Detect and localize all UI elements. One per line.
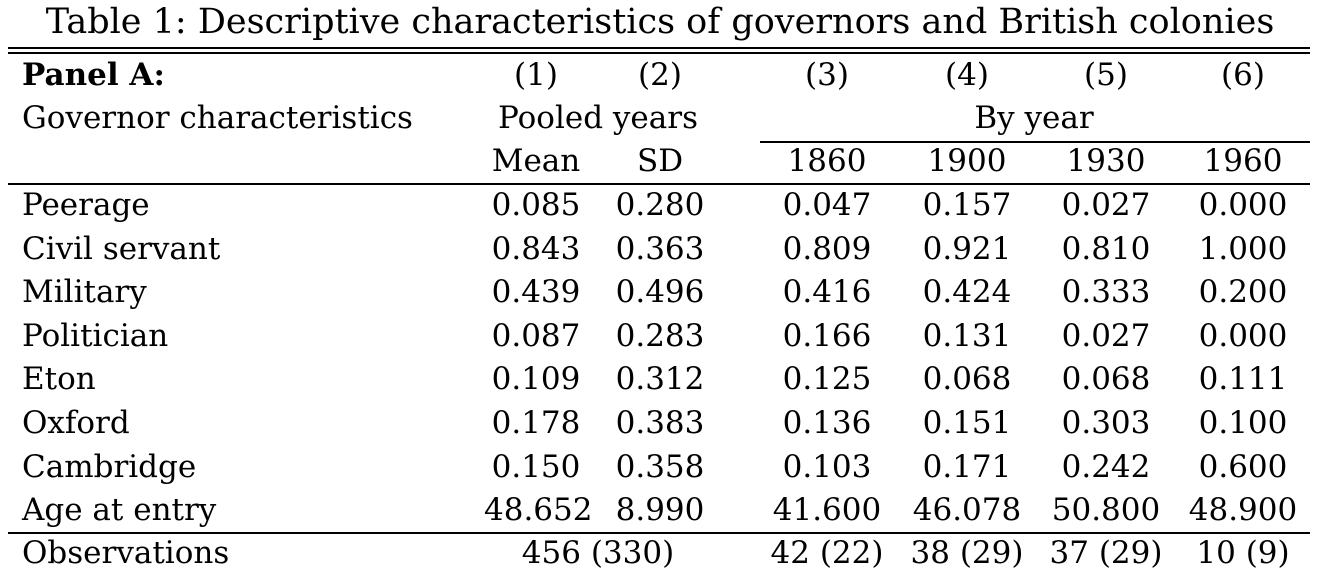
table-cell: 48.652 — [484, 492, 593, 528]
observations-label: Observations — [22, 535, 230, 571]
column-number-1: (1) — [514, 57, 558, 93]
table-cell: 0.416 — [782, 274, 872, 310]
table-cell: 0.178 — [491, 405, 581, 441]
top-rule-inner — [8, 52, 1310, 54]
table-cell: 0.000 — [1198, 318, 1288, 354]
table-cell: 0.283 — [615, 318, 705, 354]
table-caption: Table 1: Descriptive characteristics of … — [45, 2, 1275, 42]
column-number-3: (3) — [805, 57, 849, 93]
row-label-age-at-entry: Age at entry — [22, 492, 217, 528]
table-cell: 0.312 — [615, 361, 705, 397]
column-number-6: (6) — [1221, 57, 1265, 93]
table-cell: 0.047 — [782, 187, 872, 223]
observations-1930: 37 (29) — [1049, 535, 1163, 571]
table-cell: 0.125 — [782, 361, 872, 397]
sub-header-1860: 1860 — [787, 143, 867, 179]
table-cell: 0.921 — [922, 231, 1012, 267]
table-cell: 1.000 — [1198, 231, 1288, 267]
table-cell: 0.027 — [1061, 318, 1151, 354]
observations-1860: 42 (22) — [770, 535, 884, 571]
table-cell: 0.068 — [922, 361, 1012, 397]
table-cell: 0.200 — [1198, 274, 1288, 310]
table-cell: 0.157 — [922, 187, 1012, 223]
column-number-4: (4) — [945, 57, 989, 93]
sub-header-1930: 1930 — [1066, 143, 1146, 179]
row-label-politician: Politician — [22, 318, 169, 354]
table-cell: 0.151 — [922, 405, 1012, 441]
table-cell: 0.109 — [491, 361, 581, 397]
table-cell: 0.424 — [922, 274, 1012, 310]
row-label-cambridge: Cambridge — [22, 449, 197, 485]
row-header-title: Governor characteristics — [22, 100, 413, 136]
row-label-civil-servant: Civil servant — [22, 231, 221, 267]
observations-1960: 10 (9) — [1196, 535, 1290, 571]
panel-label: Panel A: — [22, 57, 165, 93]
table-cell: 0.166 — [782, 318, 872, 354]
table-cell: 46.078 — [912, 492, 1022, 528]
table-cell: 0.303 — [1061, 405, 1151, 441]
by-year-rule — [760, 141, 1310, 143]
sub-header-mean: Mean — [491, 143, 581, 179]
observations-pooled: 456 (330) — [521, 535, 675, 571]
table-cell: 48.900 — [1188, 492, 1298, 528]
table-cell: 0.085 — [491, 187, 581, 223]
table-cell: 0.496 — [615, 274, 705, 310]
group-header-pooled: Pooled years — [498, 100, 698, 136]
table-cell: 0.843 — [491, 231, 581, 267]
table-cell: 50.800 — [1051, 492, 1161, 528]
table-cell: 0.131 — [922, 318, 1012, 354]
table-cell: 0.280 — [615, 187, 705, 223]
sub-header-sd: SD — [636, 143, 684, 179]
top-rule-outer — [8, 47, 1310, 49]
table-cell: 41.600 — [772, 492, 882, 528]
table-cell: 0.809 — [782, 231, 872, 267]
table-cell: 0.087 — [491, 318, 581, 354]
table-cell: 0.439 — [491, 274, 581, 310]
observations-rule — [8, 532, 1310, 534]
table-cell: 0.027 — [1061, 187, 1151, 223]
header-bottom-rule — [8, 183, 1310, 185]
table-cell: 0.150 — [491, 449, 581, 485]
row-label-eton: Eton — [22, 361, 96, 397]
table-cell: 0.358 — [615, 449, 705, 485]
table-cell: 8.990 — [615, 492, 705, 528]
table-cell: 0.600 — [1198, 449, 1288, 485]
row-label-peerage: Peerage — [22, 187, 150, 223]
group-header-by-year: By year — [974, 100, 1094, 136]
table-cell: 0.383 — [615, 405, 705, 441]
column-number-5: (5) — [1084, 57, 1128, 93]
sub-header-1960: 1960 — [1203, 143, 1283, 179]
table-cell: 0.000 — [1198, 187, 1288, 223]
sub-header-1900: 1900 — [927, 143, 1007, 179]
table-cell: 0.333 — [1061, 274, 1151, 310]
table-cell: 0.810 — [1061, 231, 1151, 267]
table-cell: 0.111 — [1198, 361, 1288, 397]
table-cell: 0.171 — [922, 449, 1012, 485]
row-label-military: Military — [22, 274, 147, 310]
observations-1900: 38 (29) — [910, 535, 1024, 571]
column-number-2: (2) — [638, 57, 682, 93]
row-label-oxford: Oxford — [22, 405, 130, 441]
table-cell: 0.363 — [615, 231, 705, 267]
table-cell: 0.068 — [1061, 361, 1151, 397]
table-cell: 0.103 — [782, 449, 872, 485]
table-cell: 0.136 — [782, 405, 872, 441]
table-cell: 0.100 — [1198, 405, 1288, 441]
table-cell: 0.242 — [1061, 449, 1151, 485]
